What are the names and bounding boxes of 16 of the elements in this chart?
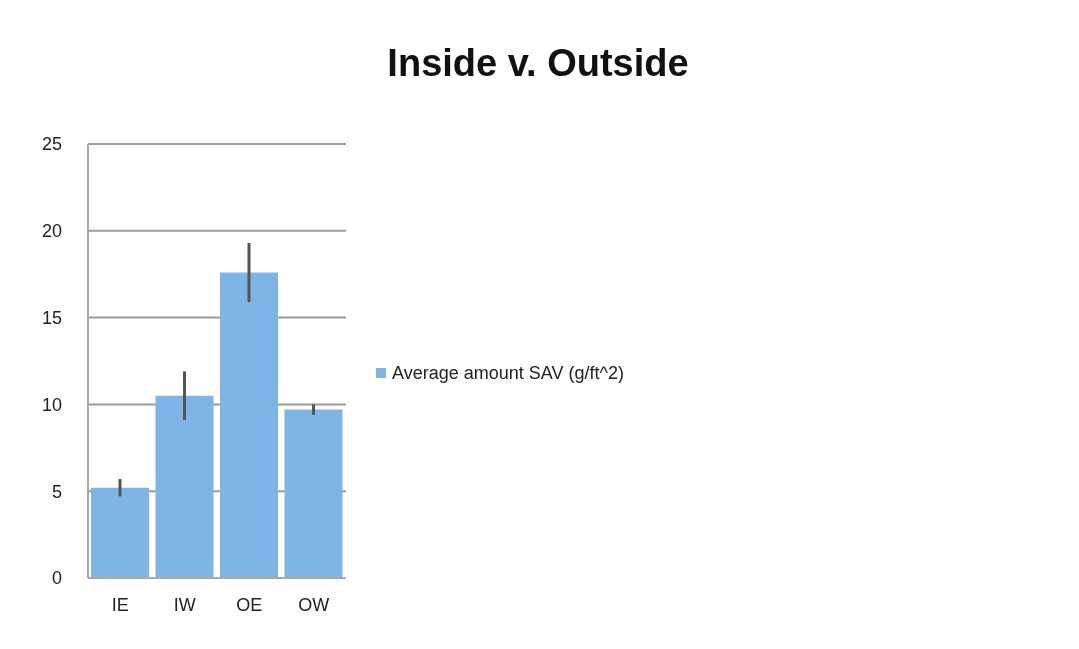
bar (91, 487, 149, 578)
x-tick-label: OE (236, 594, 263, 615)
y-tick-label: 15 (41, 307, 62, 328)
bar (220, 272, 278, 578)
x-tick-label: IE (111, 594, 129, 615)
y-tick-label: 0 (51, 568, 62, 589)
y-tick-label: 10 (41, 394, 62, 415)
y-tick-label: 20 (41, 221, 62, 242)
x-tick-label: IW (173, 594, 196, 615)
legend-label: Average amount SAV (g/ft^2) (392, 362, 625, 385)
text: Inside v. Outside (387, 41, 689, 85)
bar (284, 409, 343, 578)
y-tick-label: 5 (51, 481, 62, 502)
y-tick-label: 25 (41, 134, 62, 155)
x-tick-label: OW (298, 594, 330, 615)
bar (155, 395, 214, 578)
